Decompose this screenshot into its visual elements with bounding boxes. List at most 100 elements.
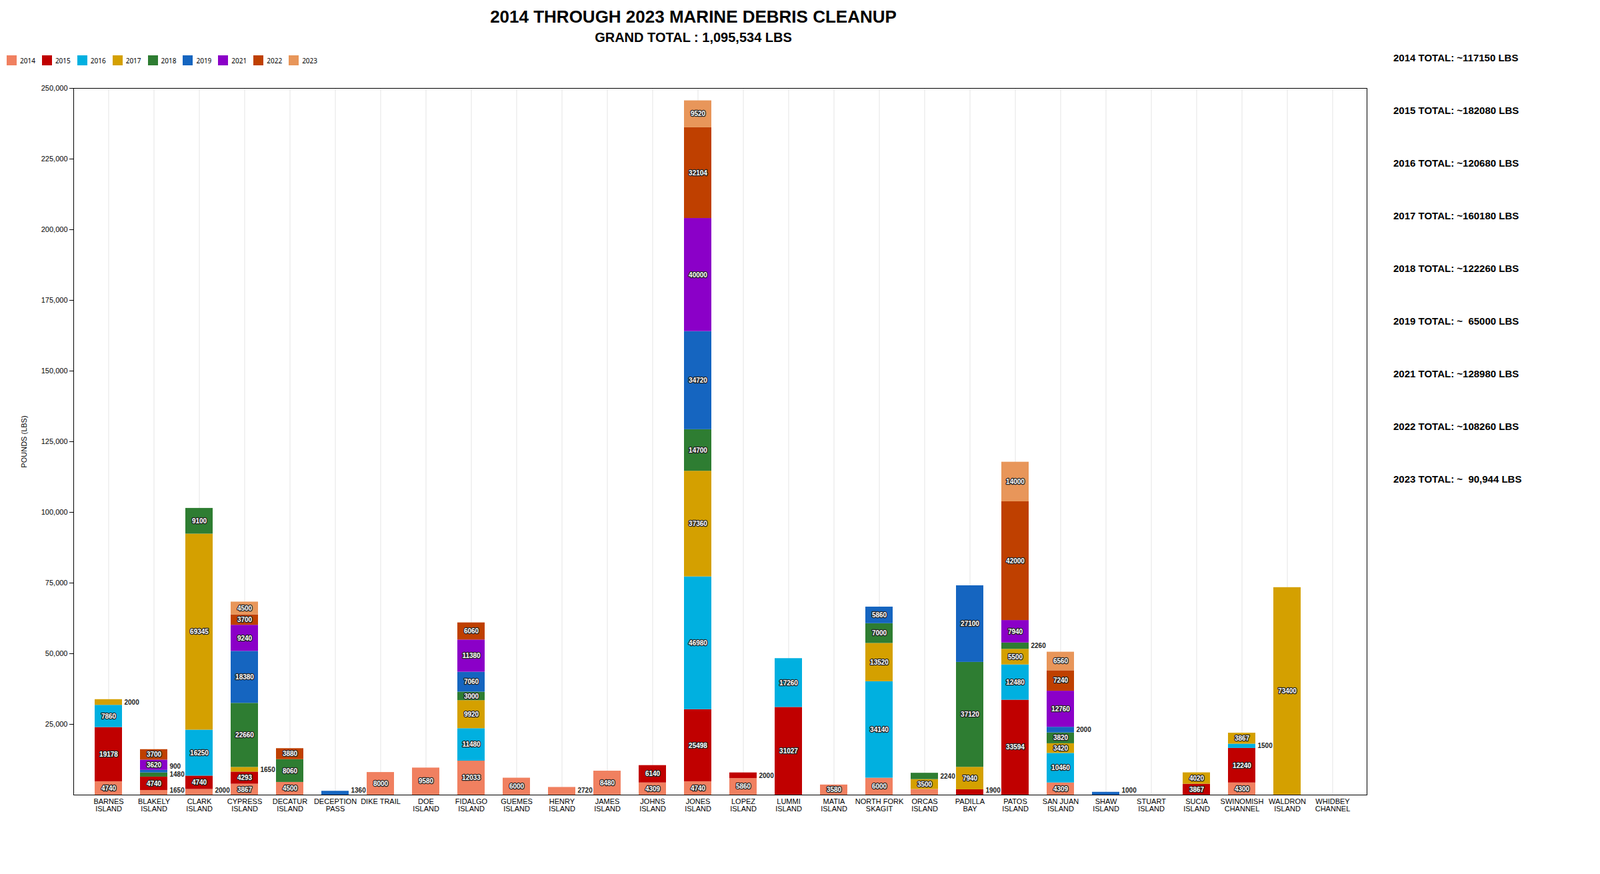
svg-text:13520: 13520	[870, 658, 889, 666]
svg-text:3700: 3700	[146, 750, 162, 758]
svg-text:2240: 2240	[940, 772, 956, 780]
svg-text:2000: 2000	[214, 786, 230, 794]
svg-text:3500: 3500	[917, 780, 933, 788]
svg-text:4309: 4309	[645, 785, 661, 793]
svg-text:8060: 8060	[282, 767, 298, 775]
svg-text:DOEISLAND: DOEISLAND	[412, 797, 440, 813]
svg-text:27100: 27100	[960, 620, 980, 628]
svg-text:LUMMIISLAND: LUMMIISLAND	[775, 797, 802, 813]
svg-text:9580: 9580	[418, 777, 434, 785]
svg-text:DECATURISLAND: DECATURISLAND	[272, 797, 308, 813]
svg-text:225,000: 225,000	[41, 154, 68, 163]
svg-text:250,000: 250,000	[41, 84, 68, 92]
svg-text:3867: 3867	[1234, 734, 1250, 742]
svg-text:5500: 5500	[1008, 653, 1024, 661]
svg-text:2260: 2260	[1030, 642, 1046, 650]
svg-text:69345: 69345	[190, 628, 209, 636]
svg-text:DIKE TRAIL: DIKE TRAIL	[360, 797, 401, 806]
svg-text:6560: 6560	[1053, 657, 1069, 665]
svg-text:50,000: 50,000	[45, 649, 68, 658]
svg-text:CYPRESSISLAND: CYPRESSISLAND	[227, 797, 263, 813]
svg-text:31027: 31027	[779, 747, 798, 755]
svg-text:BARNESISLAND: BARNESISLAND	[93, 797, 124, 813]
svg-text:900: 900	[169, 762, 181, 770]
svg-text:3580: 3580	[826, 786, 842, 794]
svg-text:37120: 37120	[960, 710, 980, 718]
svg-text:JONESISLAND: JONESISLAND	[684, 797, 712, 813]
svg-text:5860: 5860	[872, 611, 888, 619]
svg-text:25,000: 25,000	[45, 720, 68, 728]
svg-text:175,000: 175,000	[41, 296, 68, 304]
svg-text:75,000: 75,000	[45, 578, 68, 587]
svg-text:CLARKISLAND: CLARKISLAND	[186, 797, 213, 813]
svg-text:1360: 1360	[350, 786, 366, 794]
svg-text:8480: 8480	[600, 779, 616, 787]
svg-text:18380: 18380	[235, 673, 254, 681]
svg-text:1650: 1650	[169, 786, 185, 794]
svg-text:16250: 16250	[190, 749, 209, 757]
svg-text:3420: 3420	[1053, 744, 1069, 752]
svg-text:4020: 4020	[1189, 774, 1205, 782]
svg-text:22660: 22660	[235, 731, 254, 739]
svg-text:4740: 4740	[101, 784, 117, 792]
svg-text:150,000: 150,000	[41, 366, 68, 375]
svg-text:46980: 46980	[688, 639, 708, 647]
svg-text:4740: 4740	[690, 784, 706, 792]
svg-text:34140: 34140	[870, 726, 889, 734]
svg-text:2000: 2000	[1076, 726, 1092, 734]
svg-text:4500: 4500	[282, 784, 298, 792]
svg-text:125,000: 125,000	[41, 437, 68, 446]
svg-text:7940: 7940	[1008, 628, 1024, 636]
svg-text:1000: 1000	[1121, 786, 1137, 794]
svg-text:1500: 1500	[1257, 742, 1273, 750]
svg-text:FIDALGOISLAND: FIDALGOISLAND	[455, 797, 488, 813]
svg-text:37360: 37360	[688, 520, 708, 528]
svg-text:19178: 19178	[99, 750, 118, 758]
svg-text:11480: 11480	[462, 740, 481, 748]
svg-text:MATIAISLAND: MATIAISLAND	[820, 797, 848, 813]
svg-text:73400: 73400	[1278, 687, 1297, 695]
svg-text:4740: 4740	[192, 778, 208, 786]
svg-text:2000: 2000	[758, 772, 774, 780]
svg-text:SUCIAISLAND: SUCIAISLAND	[1183, 797, 1210, 813]
svg-text:POUNDS (LBS): POUNDS (LBS)	[20, 415, 28, 468]
svg-text:WHIDBEYCHANNEL: WHIDBEYCHANNEL	[1315, 797, 1351, 813]
svg-text:40000: 40000	[688, 271, 708, 279]
svg-text:4500: 4500	[237, 604, 253, 612]
svg-text:2720: 2720	[577, 786, 593, 794]
svg-text:SWINOMISHCHANNEL: SWINOMISHCHANNEL	[1220, 797, 1264, 813]
svg-text:BLAKELYISLAND: BLAKELYISLAND	[138, 797, 171, 813]
svg-text:14700: 14700	[688, 446, 708, 454]
svg-text:SAN JUANISLAND: SAN JUANISLAND	[1042, 797, 1079, 813]
svg-text:WALDRONISLAND: WALDRONISLAND	[1268, 797, 1306, 813]
svg-text:3867: 3867	[1189, 786, 1205, 794]
svg-text:7240: 7240	[1053, 676, 1069, 684]
svg-text:3867: 3867	[237, 786, 253, 794]
svg-text:4740: 4740	[146, 780, 162, 788]
svg-text:33594: 33594	[1006, 743, 1025, 751]
svg-text:12760: 12760	[1051, 705, 1070, 713]
svg-text:6140: 6140	[645, 770, 661, 778]
svg-text:10460: 10460	[1051, 764, 1070, 772]
svg-text:2000: 2000	[124, 698, 140, 706]
svg-text:4300: 4300	[1234, 785, 1250, 793]
svg-text:9520: 9520	[690, 110, 706, 118]
svg-text:11380: 11380	[462, 652, 481, 660]
svg-text:JOHNSISLAND: JOHNSISLAND	[639, 797, 666, 813]
svg-text:1480: 1480	[169, 770, 185, 778]
svg-text:PATOSISLAND: PATOSISLAND	[1002, 797, 1029, 813]
svg-text:12480: 12480	[1006, 678, 1025, 686]
svg-text:12240: 12240	[1232, 762, 1252, 770]
svg-text:42000: 42000	[1006, 557, 1025, 565]
svg-text:6060: 6060	[464, 627, 480, 635]
svg-text:9920: 9920	[464, 710, 480, 718]
svg-text:8000: 8000	[373, 780, 389, 788]
svg-text:17260: 17260	[779, 679, 798, 687]
svg-text:SHAWISLAND: SHAWISLAND	[1092, 797, 1120, 813]
svg-text:HENRYISLAND: HENRYISLAND	[548, 797, 576, 813]
svg-text:9240: 9240	[237, 634, 253, 642]
svg-text:9100: 9100	[192, 517, 208, 525]
svg-text:3880: 3880	[282, 750, 298, 758]
svg-text:7940: 7940	[962, 774, 978, 782]
svg-text:6000: 6000	[509, 782, 525, 790]
